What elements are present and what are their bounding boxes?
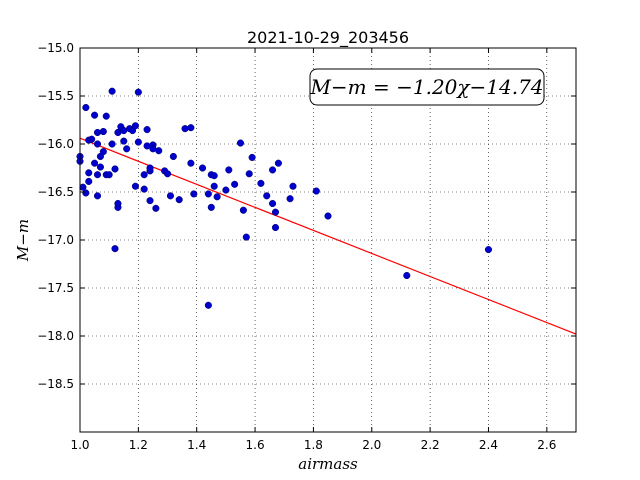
- tick-labels: 1.0 1.2 1.4 1.6 1.8 2.0 2.2 2.4 2.6 −15.0 −15.5 −16…: [37, 41, 556, 452]
- data-point: [204, 190, 212, 198]
- data-point: [82, 103, 90, 112]
- data-point: [248, 153, 256, 161]
- x-tick-label: 1.2: [129, 438, 148, 452]
- data-point: [143, 126, 151, 134]
- data-point: [181, 125, 189, 133]
- data-point: [93, 192, 102, 200]
- data-point: [99, 127, 107, 136]
- data-point: [91, 159, 99, 167]
- data-point: [239, 206, 247, 214]
- y-tick-label: −15.0: [37, 41, 74, 55]
- data-point: [198, 164, 207, 172]
- data-point: [312, 187, 320, 195]
- data-point: [222, 186, 230, 194]
- annotation-text: M−m = −1.20χ−14.74: [309, 75, 543, 99]
- points-layer: [76, 87, 493, 309]
- x-tick-label: 1.0: [70, 438, 89, 452]
- x-tick-label: 2.6: [537, 438, 556, 452]
- data-point: [210, 172, 218, 180]
- data-point: [143, 142, 151, 150]
- data-point: [271, 208, 280, 216]
- y-axis-label: M−m: [14, 219, 32, 262]
- data-point: [286, 195, 294, 203]
- data-point: [88, 135, 96, 143]
- data-point: [131, 182, 139, 190]
- data-point: [91, 111, 99, 119]
- data-point: [140, 171, 148, 179]
- data-point: [93, 171, 102, 179]
- ticks: [79, 47, 576, 432]
- data-point: [96, 163, 104, 171]
- data-point: [175, 196, 183, 204]
- y-tick-label: −16.0: [37, 137, 74, 151]
- data-point: [152, 204, 160, 212]
- y-tick-label: −17.5: [37, 281, 74, 295]
- data-point: [207, 203, 215, 211]
- data-point: [324, 212, 332, 220]
- data-point: [85, 169, 93, 177]
- y-tick-label: −17.0: [37, 233, 74, 247]
- data-point: [163, 170, 172, 178]
- x-tick-label: 1.6: [246, 438, 265, 452]
- data-point: [134, 88, 142, 96]
- data-point: [105, 171, 113, 179]
- data-point: [123, 145, 131, 153]
- x-tick-label: 2.2: [421, 438, 440, 452]
- data-point: [269, 166, 277, 174]
- data-point: [146, 164, 154, 172]
- data-point: [269, 199, 277, 208]
- data-point: [131, 122, 139, 130]
- data-point: [289, 182, 297, 190]
- data-point: [236, 139, 245, 147]
- data-point: [166, 192, 174, 200]
- data-point: [114, 199, 122, 208]
- data-point: [108, 140, 116, 148]
- data-point: [484, 246, 493, 254]
- x-axis-label: airmass: [298, 455, 358, 473]
- data-point: [274, 159, 282, 167]
- data-point: [120, 137, 128, 145]
- data-point: [231, 180, 239, 188]
- chart-title: 2021-10-29_203456: [247, 28, 409, 48]
- data-point: [204, 301, 212, 309]
- annotation-box: [309, 68, 545, 106]
- data-point: [140, 185, 148, 193]
- data-point: [187, 159, 195, 167]
- data-point: [263, 192, 271, 200]
- fit-annotation: M−m = −1.20χ−14.74: [309, 68, 545, 106]
- data-point: [146, 197, 154, 205]
- data-point: [93, 140, 102, 148]
- data-point: [85, 177, 93, 185]
- data-point: [155, 147, 163, 155]
- data-point: [190, 190, 198, 198]
- data-point: [271, 223, 280, 232]
- data-point: [245, 170, 253, 178]
- data-point: [225, 166, 233, 174]
- data-point: [242, 233, 250, 241]
- data-point: [257, 179, 265, 187]
- data-point: [213, 193, 221, 201]
- data-point: [93, 128, 102, 137]
- y-tick-label: −18.5: [37, 377, 74, 391]
- data-point: [169, 152, 177, 161]
- data-point: [108, 87, 116, 95]
- y-tick-label: −18.0: [37, 329, 74, 343]
- x-tick-label: 1.8: [304, 438, 323, 452]
- x-tick-label: 1.4: [187, 438, 206, 452]
- data-point: [134, 138, 142, 146]
- data-point: [187, 124, 195, 132]
- data-point: [111, 165, 119, 173]
- data-point: [403, 271, 411, 280]
- data-point: [82, 189, 90, 197]
- x-tick-label: 2.4: [479, 438, 498, 452]
- x-tick-label: 2.0: [362, 438, 381, 452]
- data-point: [111, 245, 119, 253]
- data-point: [210, 182, 218, 190]
- data-point: [102, 112, 110, 120]
- data-point: [99, 148, 107, 156]
- y-tick-label: −16.5: [37, 185, 74, 199]
- y-tick-label: −15.5: [37, 89, 74, 103]
